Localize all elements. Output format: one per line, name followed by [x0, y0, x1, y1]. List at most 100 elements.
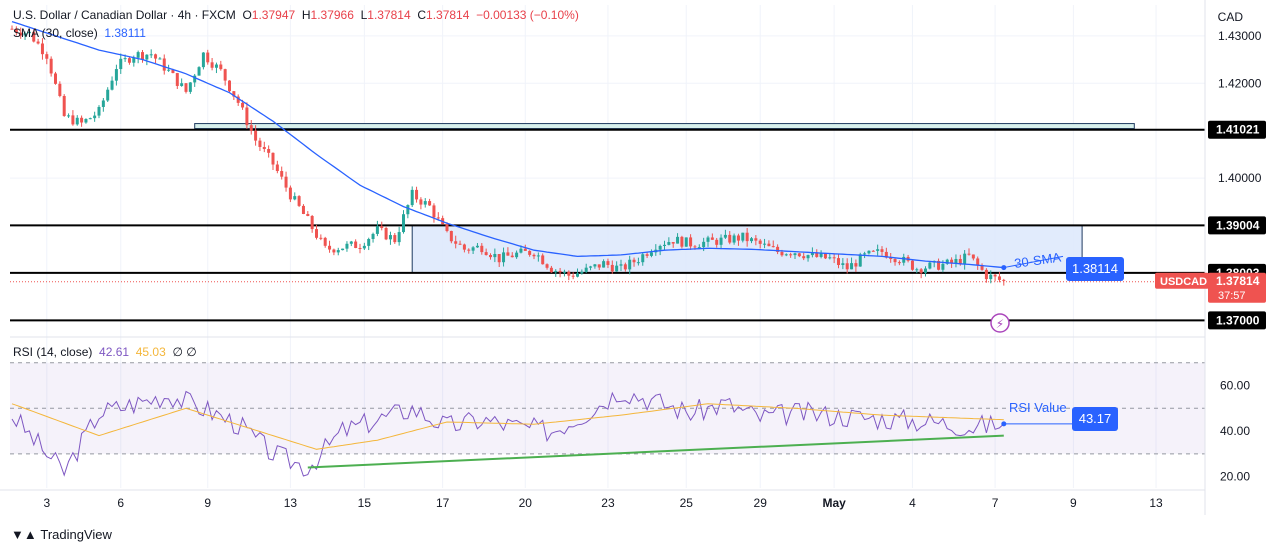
candle	[406, 205, 410, 215]
time-tick-label: May	[822, 496, 846, 510]
candle	[580, 271, 584, 274]
candle	[554, 270, 558, 273]
candle	[362, 245, 366, 249]
tradingview-logo-icon: ▼▲	[11, 527, 37, 542]
candle	[863, 253, 867, 255]
candle	[776, 246, 780, 252]
candle	[558, 270, 562, 273]
rsi-label: RSI (14, close)	[13, 345, 93, 359]
time-tick-label: 15	[358, 496, 372, 510]
candle	[950, 259, 954, 264]
price-tick-label: 1.40000	[1218, 171, 1262, 185]
candle	[210, 62, 214, 68]
current-price-label: 1.37814	[1216, 274, 1260, 288]
candle	[789, 254, 793, 256]
candle	[784, 254, 788, 256]
candle	[345, 243, 349, 249]
candle	[719, 237, 723, 245]
candle	[310, 216, 314, 230]
candle	[645, 254, 649, 256]
candle	[397, 232, 401, 243]
candle	[823, 253, 827, 259]
sma-label: SMA (30, close)	[13, 26, 98, 40]
rsi-annotation-text: RSI Value	[1009, 400, 1067, 415]
candle	[658, 245, 662, 250]
candle	[254, 130, 258, 141]
candle	[67, 115, 71, 117]
candle	[619, 264, 623, 266]
candle	[915, 269, 919, 271]
close-value: 1.37814	[426, 8, 470, 22]
candle	[232, 91, 236, 97]
rsi-end-dot	[1001, 421, 1007, 427]
candle	[810, 252, 814, 256]
candle	[532, 254, 536, 257]
candle	[832, 257, 836, 259]
candle	[393, 235, 397, 243]
time-tick-label: 29	[754, 496, 768, 510]
high-label: H	[301, 8, 311, 22]
candle	[228, 80, 231, 92]
level-tag-label: 1.41021	[1216, 123, 1260, 137]
candle	[410, 189, 414, 206]
candle	[889, 257, 893, 260]
candle	[671, 242, 675, 244]
candle	[84, 119, 88, 123]
candle	[71, 115, 75, 125]
sma-legend[interactable]: SMA (30, close) 1.38111	[13, 26, 146, 40]
candle	[562, 271, 566, 273]
candle	[958, 258, 962, 265]
low-value: 1.37814	[367, 8, 411, 22]
candle	[541, 255, 545, 265]
candle	[106, 89, 110, 101]
candle	[127, 58, 131, 63]
candle	[402, 214, 405, 233]
event-icon	[990, 313, 1010, 333]
candle	[180, 83, 184, 86]
candle	[871, 250, 875, 252]
candle	[854, 263, 858, 267]
candle	[980, 265, 984, 270]
symbol-name: U.S. Dollar / Canadian Dollar	[13, 8, 168, 22]
candle	[523, 248, 527, 251]
brand-name: TradingView	[40, 527, 112, 542]
candle	[371, 233, 375, 240]
currency-label[interactable]: CAD	[1217, 10, 1243, 24]
rsi-legend[interactable]: RSI (14, close) 42.61 45.03 ∅ ∅	[13, 345, 197, 359]
candle	[858, 254, 862, 267]
candle	[349, 241, 353, 244]
lightning-icon: ⚡	[996, 317, 1004, 331]
rsi-ma-line	[11, 403, 1004, 450]
sma-path	[11, 20, 1004, 269]
candle	[997, 276, 1001, 280]
candle	[741, 232, 745, 241]
candle	[632, 259, 636, 263]
candle	[275, 164, 279, 172]
price-tick-label: 1.42000	[1218, 76, 1262, 90]
candle	[771, 246, 775, 248]
candle	[323, 237, 327, 246]
candle	[358, 247, 362, 249]
candle	[206, 52, 210, 63]
candle	[880, 249, 884, 252]
tradingview-logo[interactable]: ▼▲ TradingView	[11, 527, 112, 542]
candle	[763, 243, 767, 245]
candle	[702, 241, 706, 248]
exchange: FXCM	[201, 8, 236, 22]
candle	[484, 252, 488, 256]
candle	[567, 271, 571, 276]
candle	[62, 95, 66, 116]
candle	[132, 57, 136, 63]
candle	[101, 100, 105, 107]
candle	[454, 241, 458, 244]
candle	[649, 252, 653, 256]
candle	[884, 251, 888, 258]
candle	[419, 199, 423, 205]
candle	[462, 244, 466, 250]
candle	[689, 237, 693, 247]
candle	[593, 264, 597, 267]
candle	[436, 217, 440, 219]
candle	[80, 117, 84, 123]
candle	[214, 64, 218, 68]
